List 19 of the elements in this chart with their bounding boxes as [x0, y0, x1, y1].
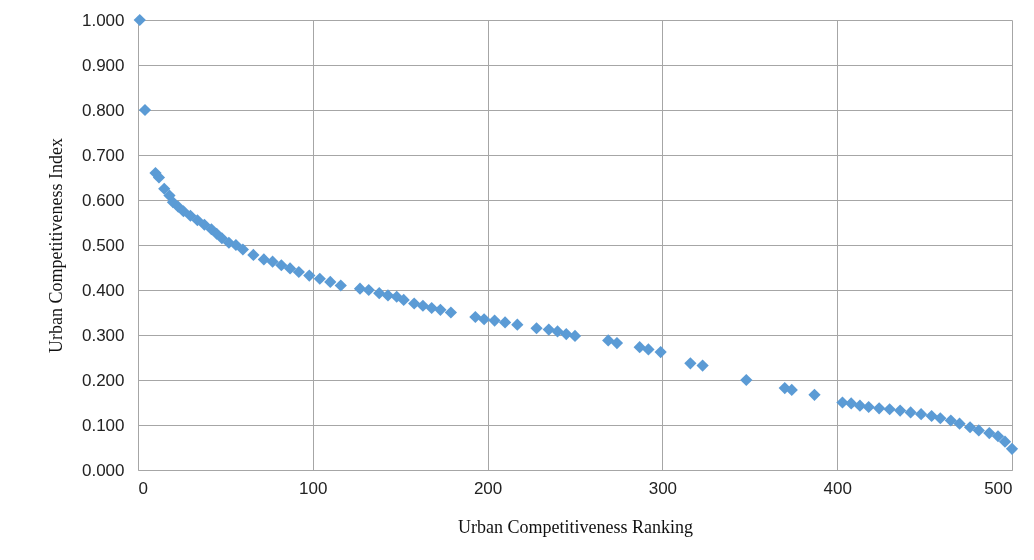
x-tick-label: 0 [138, 478, 148, 498]
y-tick-label: 0.000 [81, 460, 125, 480]
x-axis-title: Urban Competitiveness Ranking [458, 516, 693, 537]
x-tick-label: 200 [473, 478, 503, 498]
y-tick-label: 0.700 [81, 145, 125, 165]
y-tick-label: 0.100 [81, 415, 125, 435]
y-tick-label: 0.600 [81, 190, 125, 210]
y-tick-label: 0.500 [81, 235, 125, 255]
x-tick-label: 300 [648, 478, 678, 498]
y-tick-label: 1.000 [81, 10, 125, 30]
y-tick-label: 0.800 [81, 100, 125, 120]
y-axis-title: Urban Competitiveness Index [45, 138, 66, 353]
x-tick-label: 100 [299, 478, 328, 498]
x-tick-label: 500 [984, 478, 1013, 498]
x-tick-label: 400 [823, 478, 852, 498]
y-tick-label: 0.300 [81, 325, 125, 345]
y-tick-label: 0.400 [81, 280, 125, 300]
y-tick-label: 0.200 [81, 370, 125, 390]
y-tick-label: 0.900 [81, 55, 125, 75]
